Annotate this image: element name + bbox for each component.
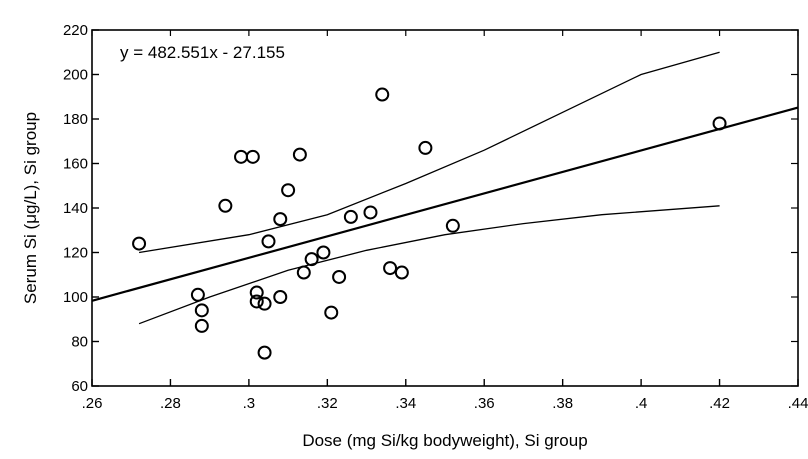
data-points (132, 87, 727, 360)
data-point (249, 294, 264, 309)
data-point (132, 236, 147, 251)
data-point (418, 140, 433, 155)
axis-ticks: .26 .28 .3 .32 .34 .36 .38 .4 .42 .44 60 80 100 120 14… (63, 22, 808, 412)
confidence-band (138, 51, 720, 325)
y-tick-label: 180 (63, 111, 88, 128)
data-point (712, 116, 727, 131)
lower-confidence-curve (138, 205, 720, 325)
data-point (190, 287, 205, 302)
data-point (316, 245, 331, 260)
data-point (292, 147, 307, 162)
data-point (194, 318, 209, 333)
data-point (445, 218, 460, 233)
x-tick-label: .32 (317, 395, 338, 412)
data-point (363, 205, 378, 220)
data-point (332, 269, 347, 284)
data-point (296, 265, 311, 280)
data-point (261, 234, 276, 249)
data-point (273, 290, 288, 304)
data-point (304, 252, 319, 267)
y-tick-label: 60 (71, 378, 88, 395)
y-axis-title: Serum Si (μg/L), Si group (21, 112, 40, 304)
x-tick-label: .34 (395, 395, 416, 412)
data-point (245, 149, 260, 164)
y-tick-label: 160 (63, 156, 88, 173)
regression-line (91, 106, 799, 302)
data-point (249, 285, 264, 300)
upper-confidence-curve (138, 51, 720, 254)
regression-equation: y = 482.551x - 27.155 (120, 43, 285, 62)
regression-line-group (91, 106, 799, 302)
y-tick-label: 200 (63, 67, 88, 84)
y-tick-label: 120 (63, 245, 88, 262)
data-point (257, 345, 272, 360)
data-point (234, 149, 249, 164)
x-tick-label: .4 (635, 395, 648, 412)
x-tick-label: .36 (474, 395, 495, 412)
data-point (394, 265, 409, 280)
data-point (257, 296, 272, 311)
data-point (273, 212, 288, 227)
data-point (343, 209, 358, 224)
x-tick-label: .28 (160, 395, 181, 412)
x-tick-label: .44 (788, 395, 808, 412)
x-tick-label: .26 (82, 395, 103, 412)
data-point (375, 87, 390, 102)
y-tick-label: 100 (63, 289, 88, 306)
x-tick-label: .3 (243, 395, 256, 412)
data-point (383, 261, 398, 276)
data-point (194, 303, 209, 318)
y-tick-label: 140 (63, 200, 88, 217)
x-axis-title: Dose (mg Si/kg bodyweight), Si group (302, 431, 587, 450)
data-point (324, 305, 339, 320)
x-tick-label: .38 (552, 395, 573, 412)
data-point (281, 183, 296, 198)
x-tick-label: .42 (709, 395, 730, 412)
data-point (218, 198, 233, 213)
y-tick-label: 80 (71, 334, 88, 351)
y-tick-label: 220 (63, 22, 88, 39)
